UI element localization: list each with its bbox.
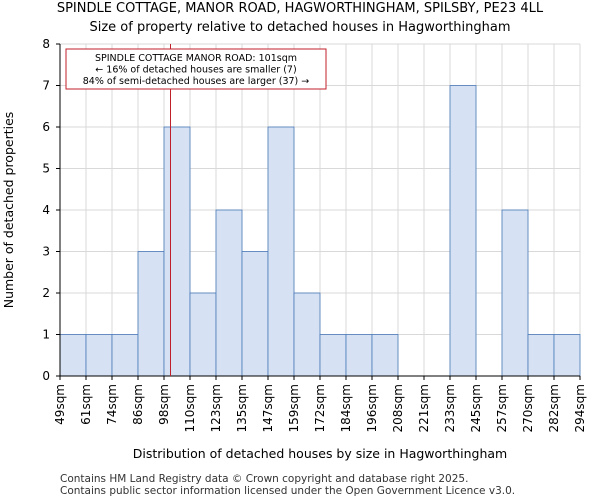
x-tick-label: 110sqm: [183, 384, 197, 432]
annotation-larger: 84% of semi-detached houses are larger (…: [83, 76, 310, 87]
histogram-bar: [267, 126, 295, 377]
histogram-bar: [85, 334, 113, 377]
chart-title: SPINDLE COTTAGE, MANOR ROAD, HAGWORTHING…: [56, 1, 544, 16]
y-tick-label: 5: [42, 162, 50, 176]
x-tick-label: 61sqm: [79, 384, 93, 425]
x-tick-label: 74sqm: [105, 384, 119, 425]
histogram-bar: [215, 209, 243, 377]
x-tick-label: 196sqm: [365, 384, 379, 432]
x-tick-label: 135sqm: [235, 384, 249, 432]
x-tick-label: 221sqm: [417, 384, 431, 432]
x-tick-label: 123sqm: [209, 384, 223, 432]
histogram-bar: [293, 292, 321, 377]
histogram-bar: [553, 334, 581, 377]
x-tick-label: 257sqm: [495, 384, 509, 432]
histogram-bar: [241, 251, 269, 377]
footer-licence: Contains public sector information licen…: [60, 485, 516, 497]
annotation-box: [65, 48, 327, 90]
y-tick-label: 7: [42, 79, 50, 93]
histogram-bar: [137, 251, 165, 377]
x-tick-label: 245sqm: [469, 384, 483, 432]
histogram-bar: [449, 85, 477, 377]
y-tick-label: 8: [42, 37, 50, 51]
x-tick-label: 147sqm: [261, 384, 275, 432]
x-axis-label: Distribution of detached houses by size …: [133, 446, 507, 461]
x-tick-label: 282sqm: [547, 384, 561, 432]
histogram-bar: [111, 334, 139, 377]
histogram-bar: [163, 126, 191, 377]
histogram-bar: [59, 334, 87, 377]
annotation-smaller: ← 16% of detached houses are smaller (7): [95, 65, 296, 76]
x-tick-label: 98sqm: [157, 384, 171, 425]
y-tick-label: 0: [42, 369, 50, 383]
histogram-bar: [345, 334, 373, 377]
histogram-bar: [319, 334, 347, 377]
histogram-bar: [189, 292, 217, 377]
x-tick-label: 270sqm: [521, 384, 535, 432]
x-tick-label: 159sqm: [287, 384, 301, 432]
y-tick-label: 3: [42, 245, 50, 259]
y-tick-label: 2: [42, 286, 50, 300]
y-tick-label: 1: [42, 328, 50, 342]
histogram-bar: [371, 334, 399, 377]
y-tick-label: 6: [42, 120, 50, 134]
chart-subtitle: Size of property relative to detached ho…: [89, 20, 511, 35]
y-tick-label: 4: [42, 203, 50, 217]
x-tick-label: 172sqm: [313, 384, 327, 432]
y-axis-label: Number of detached properties: [1, 112, 16, 309]
x-tick-label: 233sqm: [443, 384, 457, 432]
annotation-title: SPINDLE COTTAGE MANOR ROAD: 101sqm: [95, 53, 297, 64]
x-tick-label: 208sqm: [391, 384, 405, 432]
x-tick-label: 294sqm: [573, 384, 587, 432]
x-tick-label: 184sqm: [339, 384, 353, 432]
x-tick-label: 86sqm: [131, 384, 145, 425]
footer-copyright: Contains HM Land Registry data © Crown c…: [60, 473, 469, 485]
histogram-bar: [527, 334, 555, 377]
x-tick-label: 49sqm: [53, 384, 67, 425]
histogram-bar: [501, 209, 529, 377]
